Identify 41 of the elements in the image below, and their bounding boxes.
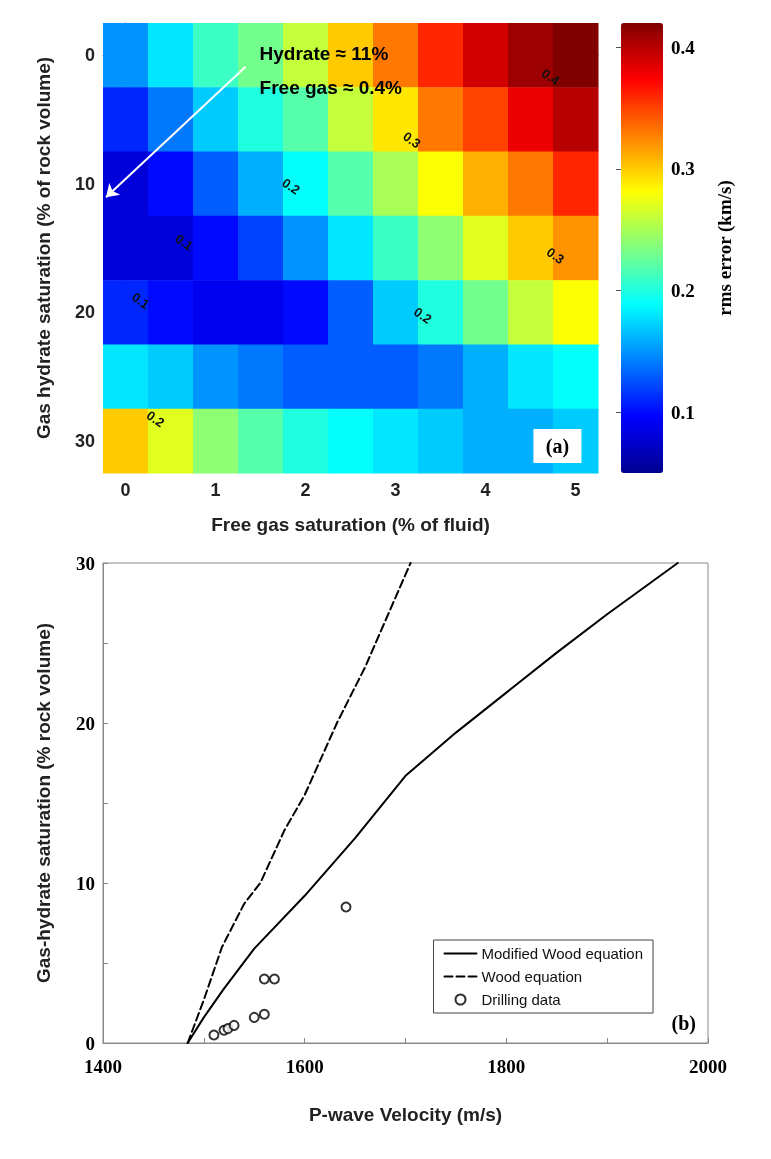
annotation: 0.1 bbox=[172, 230, 196, 254]
annotation: (a) bbox=[545, 435, 570, 458]
legend-label: Wood equation bbox=[481, 968, 583, 985]
color-bar-label: 0.1 bbox=[671, 401, 695, 423]
annotation: 0.2 bbox=[411, 304, 435, 327]
legend-label: Drilling data bbox=[481, 991, 562, 1008]
annotation: 0.2 bbox=[279, 175, 303, 198]
annotation: Hydrate ≈ 11% Free gas ≈ 0.4% bbox=[259, 43, 403, 99]
y-tick-label: 0 bbox=[85, 1032, 95, 1054]
y-axis-title: Gas-hydrate saturation (% rock volume) bbox=[33, 622, 54, 984]
x-axis-title: P-wave Velocity (m/s) bbox=[308, 1104, 503, 1125]
x-tick-label: 2000 bbox=[689, 1056, 727, 1077]
y-tick-label: 30 bbox=[74, 430, 95, 451]
x-tick-label: 4 bbox=[480, 480, 491, 500]
y-axis-title: Gas hydrate saturation (% of rock volume) bbox=[33, 56, 54, 440]
legend-label: Modified Wood equation bbox=[481, 945, 643, 962]
annotation: 0.1 bbox=[128, 289, 153, 312]
x-tick-label: 0 bbox=[120, 480, 131, 500]
x-tick-label: 2 bbox=[300, 480, 311, 500]
x-tick-label: 1 bbox=[210, 480, 221, 500]
annotation: 0.4 bbox=[538, 65, 563, 89]
color-bar-title: rms error (km/s) bbox=[714, 180, 736, 316]
y-tick-label: 20 bbox=[74, 302, 95, 323]
x-axis-title: Free gas saturation (% of fluid) bbox=[211, 514, 490, 535]
y-tick-label: 30 bbox=[76, 552, 95, 574]
y-tick-label: 10 bbox=[74, 173, 95, 194]
x-tick-label: 3 bbox=[390, 480, 401, 500]
x-tick-label: 5 bbox=[570, 480, 581, 500]
annotation: 0.3 bbox=[543, 244, 568, 267]
x-tick-label: 1400 bbox=[84, 1056, 122, 1077]
y-tick-label: 20 bbox=[76, 712, 95, 734]
y-tick-label: 10 bbox=[76, 872, 95, 894]
annotation: 0.3 bbox=[400, 128, 424, 152]
color-bar-label: 0.2 bbox=[671, 280, 695, 302]
annotation: (b) bbox=[671, 1012, 697, 1035]
y-tick-label: 0 bbox=[84, 45, 95, 66]
color-bar-label: 0.4 bbox=[671, 36, 696, 58]
x-tick-label: 1800 bbox=[487, 1056, 526, 1077]
color-bar-label: 0.3 bbox=[671, 158, 695, 180]
x-tick-label: 1600 bbox=[285, 1056, 324, 1077]
annotation: 0.2 bbox=[143, 407, 168, 431]
